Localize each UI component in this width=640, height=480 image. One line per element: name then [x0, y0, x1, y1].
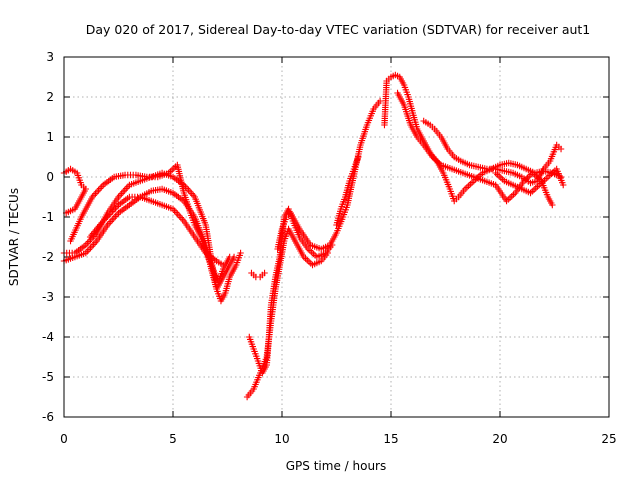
data-point — [237, 249, 244, 257]
y-tick-label: -3 — [42, 290, 54, 304]
y-axis-label: SDTVAR / TECUs — [7, 188, 21, 286]
data-points — [60, 71, 567, 401]
x-tick-label: 10 — [274, 432, 289, 446]
y-tick-label: -2 — [42, 250, 54, 264]
data-point — [560, 181, 567, 189]
y-tick-label: -6 — [42, 410, 54, 424]
data-point — [355, 153, 362, 161]
y-tick-label: 2 — [46, 90, 54, 104]
y-tick-label: -4 — [42, 330, 54, 344]
plot-frame — [63, 56, 610, 418]
y-tick-labels: -6 -5 -4 -3 -2 -1 0 1 2 3 — [42, 50, 54, 424]
x-tick-label: 5 — [169, 432, 177, 446]
x-tick-label: 15 — [383, 432, 398, 446]
y-tick-label: 3 — [46, 50, 54, 64]
x-tick-label: 20 — [492, 432, 507, 446]
y-tick-label: -5 — [42, 370, 54, 384]
data-point — [549, 201, 556, 209]
data-point — [324, 249, 331, 257]
x-axis-label: GPS time / hours — [286, 459, 387, 473]
x-tick-label: 0 — [60, 432, 68, 446]
chart-title: Day 020 of 2017, Sidereal Day-to-day VTE… — [86, 22, 591, 37]
y-tick-label: -1 — [42, 210, 54, 224]
data-point — [226, 253, 233, 261]
data-point — [261, 269, 268, 277]
x-tick-labels: 0 5 10 15 20 25 — [60, 432, 616, 446]
data-point — [557, 145, 565, 153]
data-point — [376, 97, 384, 105]
data-point — [219, 261, 227, 269]
y-tick-label: 0 — [46, 170, 54, 184]
x-tick-label: 25 — [601, 432, 616, 446]
y-tick-label: 1 — [46, 130, 54, 144]
